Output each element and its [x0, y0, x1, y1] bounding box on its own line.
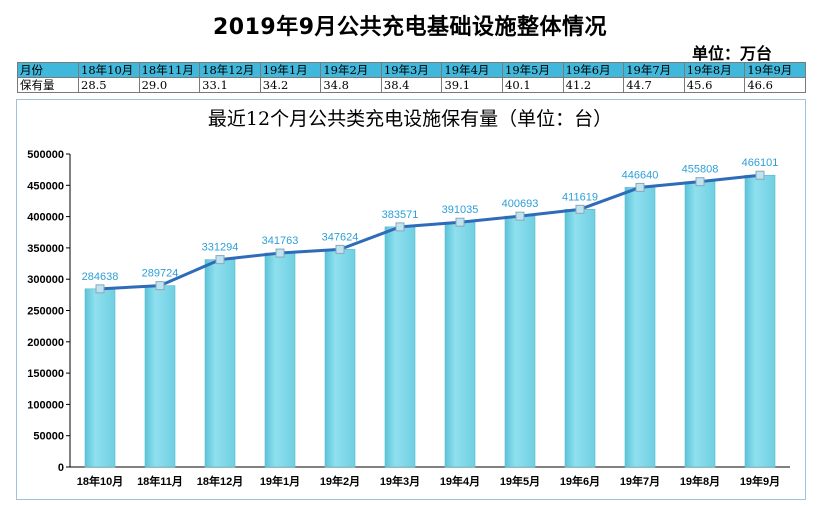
- x-tick-label: 19年8月: [680, 474, 720, 488]
- line-marker: [635, 182, 645, 192]
- data-label: 446640: [622, 169, 659, 181]
- page-title: 2019年9月公共充电基础设施整体情况: [212, 15, 608, 40]
- table-row-label: 保有量: [17, 77, 79, 93]
- bar: [624, 187, 656, 468]
- data-label: 466101: [742, 157, 779, 169]
- table-value-cell: 38.4: [380, 77, 443, 93]
- x-tick-label: 18年12月: [197, 474, 243, 488]
- table-value-row: 保有量 28.5 29.0 33.1 34.2 34.8 38.4 39.1 4…: [17, 77, 806, 93]
- bar: [684, 181, 716, 468]
- data-label: 383571: [382, 209, 419, 221]
- bar: [264, 252, 296, 468]
- data-label: 284638: [82, 271, 119, 283]
- x-tick-label: 19年4月: [440, 474, 480, 488]
- bar: [444, 221, 476, 468]
- table-value-cell: 46.6: [744, 77, 806, 93]
- table-value-cell: 33.1: [199, 77, 261, 93]
- data-label: 400693: [502, 198, 539, 210]
- y-tick-label: 200000: [27, 337, 64, 349]
- x-tick-label: 19年6月: [560, 474, 600, 488]
- bar: [84, 288, 116, 468]
- bar: [324, 249, 356, 468]
- bar: [564, 209, 596, 468]
- y-tick-label: 500000: [27, 149, 64, 161]
- x-tick-label: 18年10月: [77, 474, 123, 488]
- x-tick-label: 19年2月: [320, 474, 360, 488]
- y-tick-label: 400000: [27, 212, 64, 224]
- table-month-cell: 19年5月: [502, 62, 564, 78]
- table-month-cell: 18年11月: [138, 62, 201, 78]
- x-tick-label: 19年1月: [260, 474, 300, 488]
- line-marker: [335, 244, 345, 254]
- table-header-row: 月份 18年10月 18年11月 18年12月 19年1月 19年2月 19年3…: [17, 62, 806, 78]
- line-marker: [275, 248, 285, 258]
- data-label: 347624: [322, 231, 359, 243]
- y-tick-label: 350000: [27, 243, 64, 255]
- y-tick-label: 100000: [27, 399, 64, 411]
- unit-label: 单位：万台: [691, 44, 772, 63]
- data-label: 289724: [142, 268, 179, 280]
- data-label: 341763: [262, 235, 299, 247]
- x-tick-label: 19年9月: [740, 474, 780, 488]
- data-label: 331294: [202, 242, 239, 254]
- table-month-cell: 19年9月: [744, 62, 806, 78]
- line-marker: [755, 170, 765, 180]
- table-value-cell: 29.0: [138, 77, 201, 93]
- bar: [144, 285, 176, 468]
- line-marker: [515, 211, 525, 221]
- table-value-cell: 41.2: [562, 77, 625, 93]
- table-value-cell: 40.1: [502, 77, 564, 93]
- y-tick-label: 150000: [27, 368, 64, 380]
- bar: [744, 174, 776, 468]
- table-value-cell: 39.1: [441, 77, 504, 93]
- table-value-cell: 45.6: [683, 77, 746, 93]
- table-value-cell: 28.5: [78, 77, 140, 93]
- table-header-label: 月份: [17, 62, 79, 78]
- line-marker: [455, 217, 465, 227]
- bar: [504, 215, 536, 468]
- bar: [204, 259, 236, 468]
- line-marker: [215, 255, 225, 265]
- data-label: 391035: [442, 204, 479, 216]
- y-tick-label: 50000: [33, 431, 64, 443]
- line-marker: [575, 204, 585, 214]
- line-marker: [695, 177, 705, 187]
- x-tick-label: 19年7月: [620, 474, 660, 488]
- x-tick-label: 19年3月: [380, 474, 420, 488]
- x-tick-label: 18年11月: [137, 474, 183, 488]
- line-marker: [155, 281, 165, 291]
- table-value-cell: 34.2: [259, 77, 322, 93]
- data-label: 455808: [682, 164, 719, 176]
- y-tick-label: 300000: [27, 274, 64, 286]
- data-label: 411619: [562, 191, 598, 203]
- line-marker: [95, 284, 105, 294]
- bar: [384, 226, 416, 468]
- y-tick-label: 250000: [27, 306, 64, 318]
- summary-table: 月份 18年10月 18年11月 18年12月 19年1月 19年2月 19年3…: [17, 62, 806, 93]
- table-value-cell: 44.7: [623, 77, 685, 93]
- y-tick-label: 0: [58, 462, 64, 474]
- x-tick-label: 19年5月: [500, 474, 540, 488]
- chart-title: 最近12个月公共类充电设施保有量（单位：台）: [207, 108, 613, 130]
- table-month-cell: 19年4月: [441, 62, 504, 78]
- y-tick-label: 450000: [27, 180, 64, 192]
- series-line: [99, 173, 761, 291]
- line-marker: [395, 222, 405, 232]
